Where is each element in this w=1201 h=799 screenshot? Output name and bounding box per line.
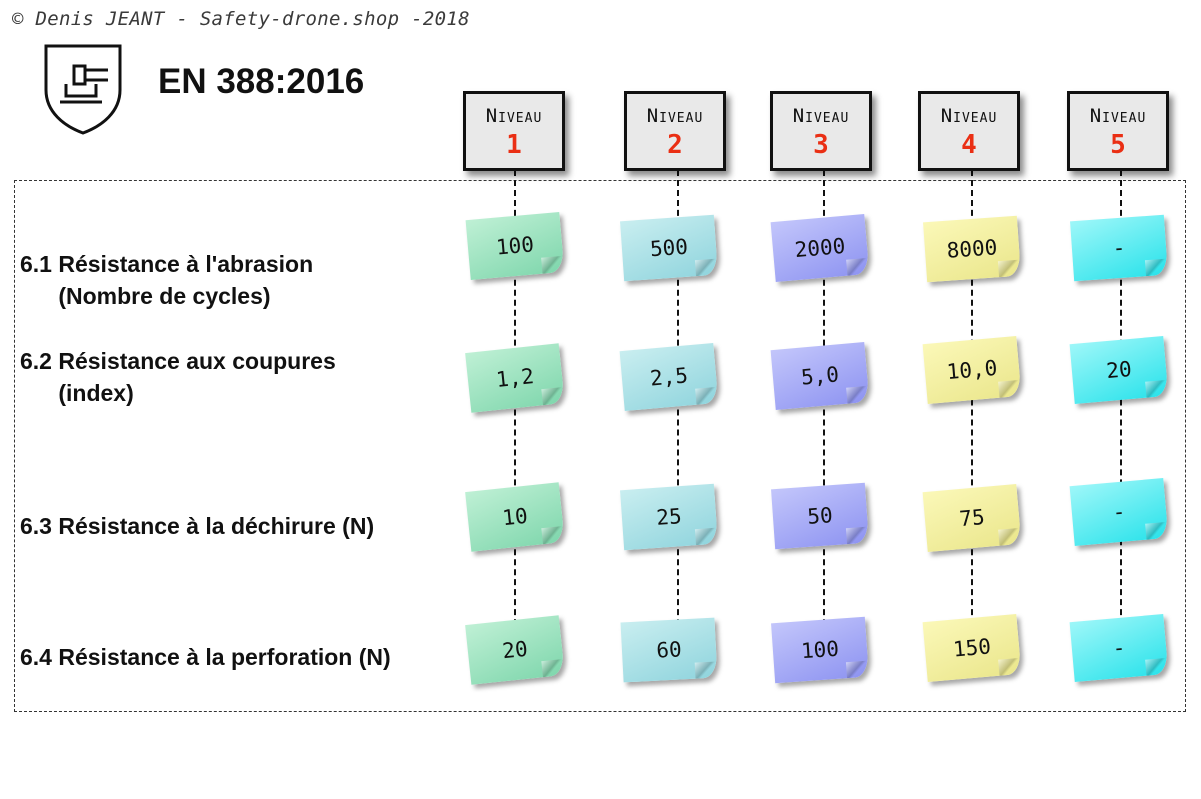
level-5-header: Niveau 5: [1067, 91, 1169, 171]
row-label-tear: 6.3 Résistance à la déchirure (N): [20, 513, 375, 539]
value-note: 2,5: [619, 343, 719, 411]
norm-title: EN 388:2016: [158, 62, 365, 101]
level-word: Niveau: [792, 105, 850, 127]
level-1-guide-line: [514, 170, 516, 675]
level-number: 4: [961, 130, 977, 160]
level-2-header: Niveau 2: [624, 91, 726, 171]
value-note: 5,0: [770, 342, 870, 410]
level-3-header: Niveau 3: [770, 91, 872, 171]
row-label-cut: 6.2 Résistance aux coupures (index): [20, 348, 336, 406]
level-number: 1: [506, 130, 522, 160]
value-note: 100: [771, 616, 869, 684]
value-note: 150: [922, 614, 1022, 682]
level-word: Niveau: [1089, 105, 1147, 127]
row-label-abrasion: 6.1 Résistance à l'abrasion (Nombre de c…: [20, 251, 314, 309]
level-word: Niveau: [646, 105, 704, 127]
value-note: 10,0: [922, 336, 1022, 404]
value-note: 25: [620, 483, 718, 551]
level-1-header: Niveau 1: [463, 91, 565, 171]
level-word: Niveau: [485, 105, 543, 127]
table-frame: [14, 180, 1186, 712]
value-note: 20: [465, 615, 565, 685]
value-note: 75: [922, 484, 1022, 552]
level-4-guide-line: [971, 170, 973, 675]
row-label-puncture: 6.4 Résistance à la perforation (N): [20, 644, 391, 670]
level-number: 2: [667, 130, 683, 160]
shield-glove-mechanical-risk-icon: [44, 44, 122, 135]
copyright-text: © Denis JEANT - Safety-drone.shop -2018: [12, 8, 470, 30]
level-word: Niveau: [940, 105, 998, 127]
level-number: 5: [1110, 130, 1126, 160]
value-note: -: [1069, 614, 1169, 682]
value-note: -: [1070, 214, 1168, 282]
level-3-guide-line: [823, 170, 825, 675]
value-note: 50: [771, 482, 869, 550]
value-note: -: [1069, 478, 1169, 546]
value-note: 20: [1069, 336, 1169, 404]
value-note: 500: [620, 214, 718, 282]
value-note: 8000: [923, 215, 1021, 283]
level-2-guide-line: [677, 170, 679, 675]
value-note: 1,2: [465, 343, 565, 413]
value-note: 60: [620, 617, 718, 683]
value-note: 2000: [770, 214, 870, 282]
value-note: 10: [465, 482, 565, 552]
level-4-header: Niveau 4: [918, 91, 1020, 171]
value-note: 100: [465, 212, 565, 280]
level-number: 3: [813, 130, 829, 160]
level-5-guide-line: [1120, 170, 1122, 675]
